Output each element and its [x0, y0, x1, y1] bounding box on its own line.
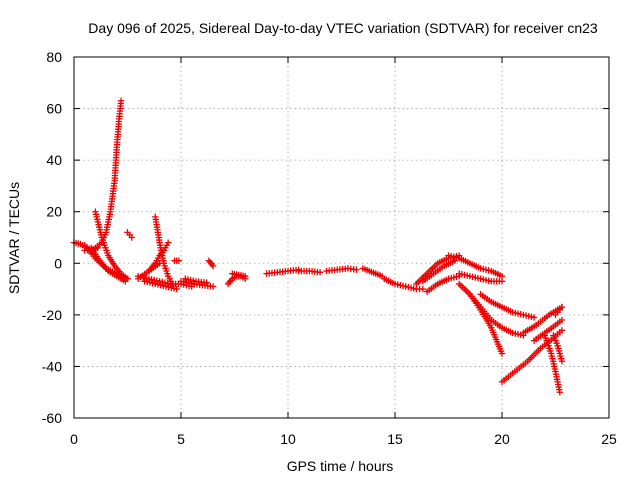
- y-tick-label: 60: [46, 101, 62, 117]
- x-tick-label: 10: [280, 431, 296, 447]
- data-point: [558, 327, 566, 334]
- series-arc-24: [419, 257, 459, 285]
- data-point: [558, 303, 566, 311]
- data-point: [556, 389, 563, 396]
- data-point: [316, 269, 324, 276]
- series-arc-14: [182, 275, 210, 286]
- series-arc-06: [124, 229, 135, 241]
- data-point: [117, 97, 125, 105]
- series-arc-29: [466, 291, 527, 339]
- series-arc-09: [141, 278, 180, 293]
- data-series: [70, 97, 566, 396]
- data-point: [128, 234, 135, 241]
- x-tick-label: 0: [70, 431, 78, 447]
- series-arc-27: [456, 270, 506, 285]
- series-arc-12: [171, 257, 183, 264]
- data-point: [209, 262, 217, 270]
- y-tick-label: -60: [42, 410, 62, 426]
- data-point: [498, 278, 506, 285]
- series-arc-18: [263, 266, 302, 277]
- series-arc-19: [295, 267, 324, 276]
- data-point: [419, 285, 427, 293]
- series-arc-02: [81, 97, 125, 254]
- data-point: [122, 278, 129, 285]
- chart-title: Day 096 of 2025, Sidereal Day-to-day VTE…: [88, 20, 598, 36]
- series-arc-25: [423, 272, 463, 295]
- data-point: [173, 285, 180, 293]
- x-tick-label: 25: [601, 431, 617, 447]
- y-tick-label: -40: [42, 358, 62, 374]
- data-point: [175, 257, 183, 264]
- data-point: [498, 350, 506, 357]
- series-arc-26: [445, 252, 506, 280]
- series-arc-15: [205, 257, 217, 270]
- y-axis-label: SDTVAR / TECUs: [6, 182, 22, 294]
- x-tick-label: 20: [494, 431, 510, 447]
- y-tick-label: -20: [42, 307, 62, 323]
- data-point: [558, 316, 566, 324]
- series-arc-05: [87, 244, 129, 285]
- y-tick-label: 40: [46, 152, 62, 168]
- y-tick-label: 80: [46, 49, 62, 65]
- series-arc-35: [550, 332, 566, 365]
- data-point: [156, 260, 163, 267]
- x-axis-label: GPS time / hours: [287, 458, 394, 474]
- data-point: [203, 279, 210, 286]
- series-arc-17: [229, 270, 249, 280]
- x-tick-label: 15: [387, 431, 403, 447]
- data-point: [451, 257, 459, 264]
- series-arc-13: [177, 278, 217, 290]
- series-arc-33: [530, 316, 566, 344]
- data-point: [209, 283, 217, 290]
- series-arc-11: [135, 260, 163, 282]
- series-arc-30: [477, 291, 538, 321]
- series-arc-34: [541, 332, 563, 396]
- series-arc-36: [552, 303, 566, 319]
- data-point: [530, 314, 538, 321]
- x-tick-label: 5: [177, 431, 185, 447]
- data-point: [353, 266, 360, 273]
- plot-frame: [73, 56, 610, 419]
- data-point: [558, 358, 566, 365]
- y-tick-label: 20: [46, 204, 62, 220]
- series-arc-20: [323, 265, 360, 275]
- data-point: [242, 272, 249, 280]
- y-tick-label: 0: [54, 255, 62, 271]
- series-arc-21: [359, 265, 386, 280]
- data-point: [164, 239, 172, 246]
